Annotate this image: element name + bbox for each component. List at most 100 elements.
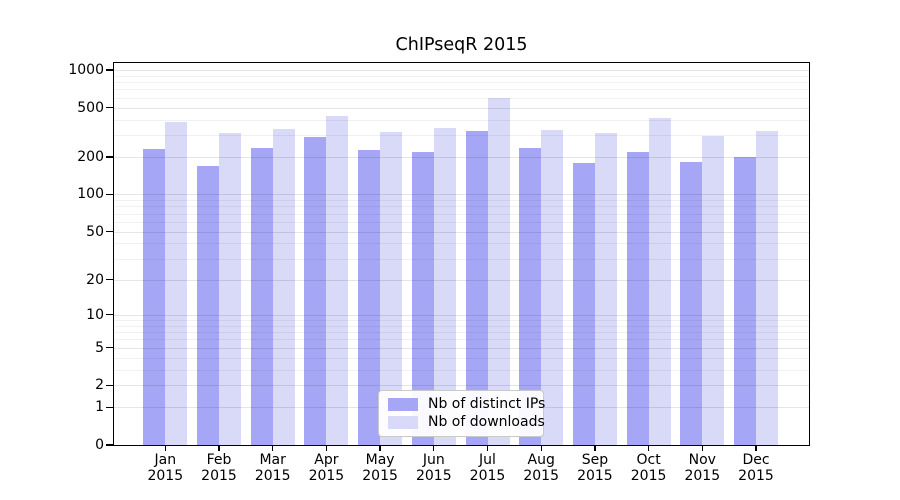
x-tick-label: Mar 2015 (254, 452, 291, 484)
bar-distinct-ips-nov (680, 161, 703, 445)
major-gridline (114, 279, 809, 281)
bar-distinct-ips-may (358, 149, 381, 445)
bar-distinct-ips-oct (626, 152, 649, 445)
bar-distinct-ips-aug (519, 148, 542, 445)
major-gridline (114, 107, 809, 109)
x-axis-tick (486, 446, 489, 451)
x-axis-tick (594, 446, 596, 451)
y-axis-tick (106, 314, 113, 316)
minor-gridline (114, 339, 809, 341)
bar-downloads-dec (756, 130, 778, 445)
major-gridline (114, 231, 809, 233)
y-tick-label: 0 (95, 437, 104, 453)
major-gridline (114, 347, 809, 349)
y-axis-tick (106, 279, 113, 281)
x-tick-label: Aug 2015 (523, 452, 559, 484)
y-tick-label: 500 (77, 99, 104, 116)
minor-gridline (114, 332, 809, 334)
y-tick-label: 5 (95, 339, 104, 356)
y-tick-label: 1 (95, 399, 104, 416)
x-tick-label: Oct 2015 (630, 452, 667, 484)
legend-label-distinct-ips: Nb of distinct IPs (428, 396, 546, 412)
x-axis-tick (540, 446, 542, 451)
y-tick-label: 200 (77, 149, 104, 166)
x-axis-tick (379, 446, 381, 451)
x-axis-tick (647, 446, 650, 451)
y-tick-label: 2 (95, 377, 104, 394)
y-axis-tick (106, 347, 113, 349)
minor-gridline (114, 135, 809, 137)
bar-downloads-apr (326, 115, 349, 445)
x-tick-label: Jan 2015 (147, 452, 184, 484)
bar-distinct-ips-sep (572, 163, 595, 445)
bar-distinct-ips-feb (197, 165, 219, 445)
major-gridline (114, 314, 809, 316)
minor-gridline (114, 213, 809, 215)
major-gridline (114, 69, 809, 71)
minor-gridline (114, 89, 809, 91)
bar-downloads-sep (594, 133, 617, 445)
y-axis-tick (106, 406, 113, 409)
bar-distinct-ips-jun (411, 151, 434, 445)
bar-downloads-jul (487, 98, 510, 445)
legend-entry-downloads: Nb of downloads (388, 415, 545, 430)
x-axis-tick (218, 446, 220, 451)
bar-distinct-ips-jul (465, 131, 488, 445)
bar-downloads-nov (702, 135, 725, 445)
major-gridline (114, 385, 809, 387)
x-tick-label: Jul 2015 (469, 452, 506, 484)
minor-gridline (114, 243, 809, 245)
minor-gridline (114, 119, 809, 121)
x-tick-label: Apr 2015 (308, 452, 345, 484)
bar-distinct-ips-mar (250, 148, 273, 445)
y-tick-label: 1000 (68, 61, 104, 78)
x-tick-label: Nov 2015 (684, 452, 721, 484)
x-axis-tick (272, 446, 274, 451)
y-tick-label: 100 (77, 186, 104, 203)
minor-gridline (114, 325, 809, 327)
bar-downloads-oct (648, 117, 671, 445)
bar-distinct-ips-jan (143, 149, 166, 445)
y-axis-tick (106, 444, 113, 446)
bar-downloads-feb (219, 133, 241, 445)
legend: Nb of distinct IPs Nb of downloads (378, 390, 545, 437)
major-gridline (114, 157, 809, 159)
bar-downloads-jun (433, 128, 456, 445)
y-axis-tick (106, 106, 113, 109)
minor-gridline (114, 357, 809, 359)
minor-gridline (114, 75, 809, 77)
minor-gridline (114, 200, 809, 202)
x-axis-tick (755, 446, 757, 451)
minor-gridline (114, 97, 809, 99)
major-gridline (114, 194, 809, 196)
y-tick-label: 10 (86, 306, 104, 323)
y-tick-label: 20 (86, 271, 104, 288)
legend-swatch-distinct-ips-icon (388, 398, 418, 411)
x-tick-label: Jun 2015 (415, 452, 452, 484)
bar-downloads-may (380, 132, 403, 445)
x-tick-label: Dec 2015 (738, 452, 774, 484)
bar-downloads-mar (272, 129, 295, 445)
x-axis-tick (433, 446, 435, 451)
x-tick-label: Feb 2015 (201, 452, 237, 484)
y-axis-tick (106, 230, 113, 233)
minor-gridline (114, 320, 809, 321)
bar-distinct-ips-apr (304, 136, 327, 445)
x-tick-label: Sep 2015 (577, 452, 613, 484)
legend-swatch-downloads-icon (388, 416, 418, 429)
x-tick-label: May 2015 (362, 452, 398, 484)
chart-title: ChIPseqR 2015 (395, 35, 528, 55)
minor-gridline (114, 258, 809, 260)
legend-entry-distinct-ips: Nb of distinct IPs (388, 397, 545, 412)
y-axis-tick (106, 69, 113, 71)
bar-downloads-jan (165, 121, 188, 445)
minor-gridline (114, 82, 809, 84)
minor-gridline (114, 221, 809, 223)
y-axis-tick (106, 156, 113, 158)
x-axis-tick (164, 446, 166, 451)
x-axis-tick (701, 446, 703, 451)
x-axis-tick (325, 446, 328, 451)
y-axis-tick (106, 193, 113, 196)
y-tick-label: 50 (86, 223, 104, 240)
